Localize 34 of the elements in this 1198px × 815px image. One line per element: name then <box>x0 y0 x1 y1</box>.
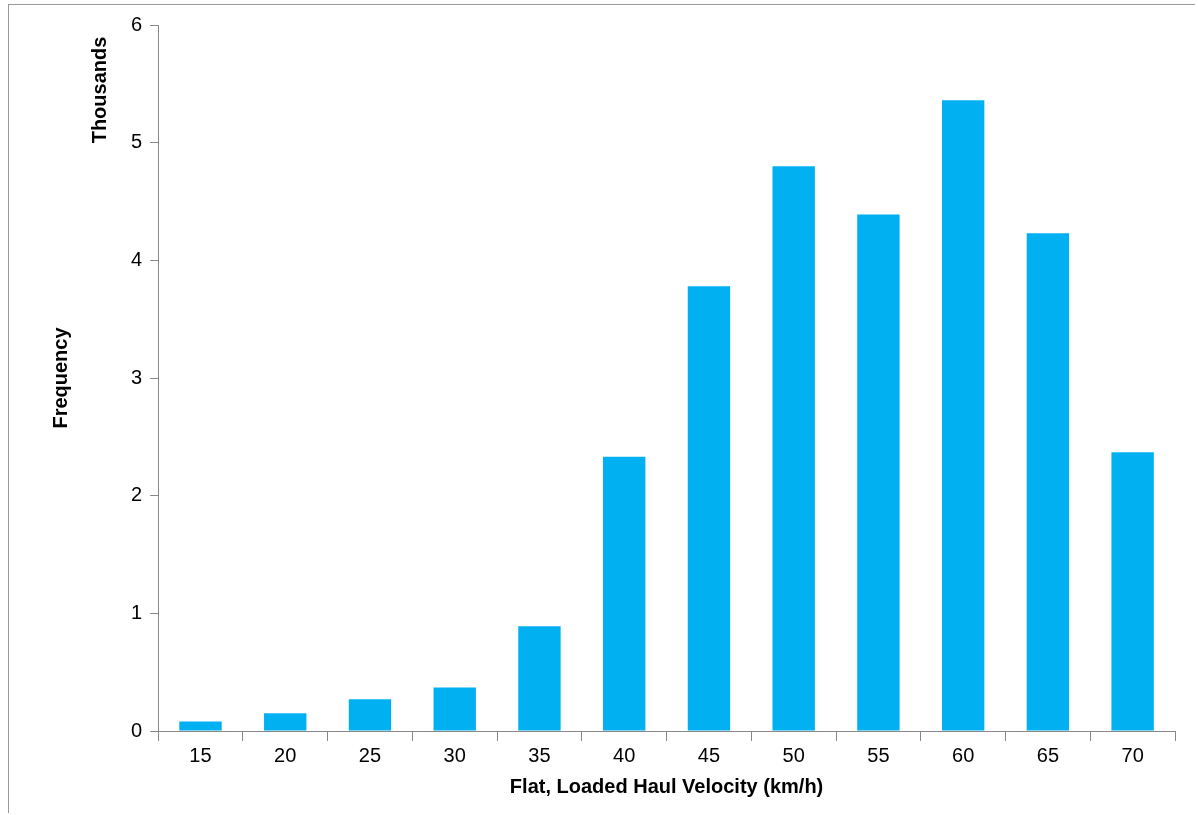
x-tick-label: 55 <box>867 743 890 766</box>
text: Thousands <box>87 36 110 144</box>
y-tick-label: 5 <box>131 130 143 153</box>
x-tick-label: 60 <box>952 743 975 766</box>
y-tick-label: 3 <box>131 365 143 388</box>
y-tick-label: 6 <box>131 12 143 35</box>
bar <box>179 721 222 731</box>
bar <box>1111 452 1154 731</box>
x-tick-label: 50 <box>782 743 805 766</box>
x-tick-label: 45 <box>697 743 721 766</box>
x-tick-label: 70 <box>1121 743 1144 766</box>
x-tick-label: 40 <box>613 743 636 766</box>
x-tick-label: 65 <box>1036 743 1060 766</box>
bar <box>772 166 815 731</box>
bar <box>603 456 646 731</box>
bar <box>518 626 561 731</box>
bar <box>1026 233 1070 731</box>
bar <box>348 699 392 731</box>
x-axis-title: Flat, Loaded Haul Velocity (km/h) <box>509 774 824 797</box>
bar <box>687 286 731 731</box>
y-axis-title: Frequency <box>48 326 71 429</box>
y-tick-label: 4 <box>131 247 143 270</box>
y-tick-label: 0 <box>131 718 143 741</box>
bar <box>264 713 307 731</box>
y-tick-label: 1 <box>131 600 143 623</box>
x-tick-label: 15 <box>189 743 212 766</box>
bar <box>941 100 985 731</box>
bar <box>857 214 900 731</box>
x-tick-label: 35 <box>528 743 551 766</box>
y-tick-label: 2 <box>131 483 143 506</box>
x-tick-label: 25 <box>358 743 382 766</box>
bar <box>433 687 476 731</box>
x-tick-label: 20 <box>274 743 297 766</box>
x-tick-label: 30 <box>443 743 466 766</box>
